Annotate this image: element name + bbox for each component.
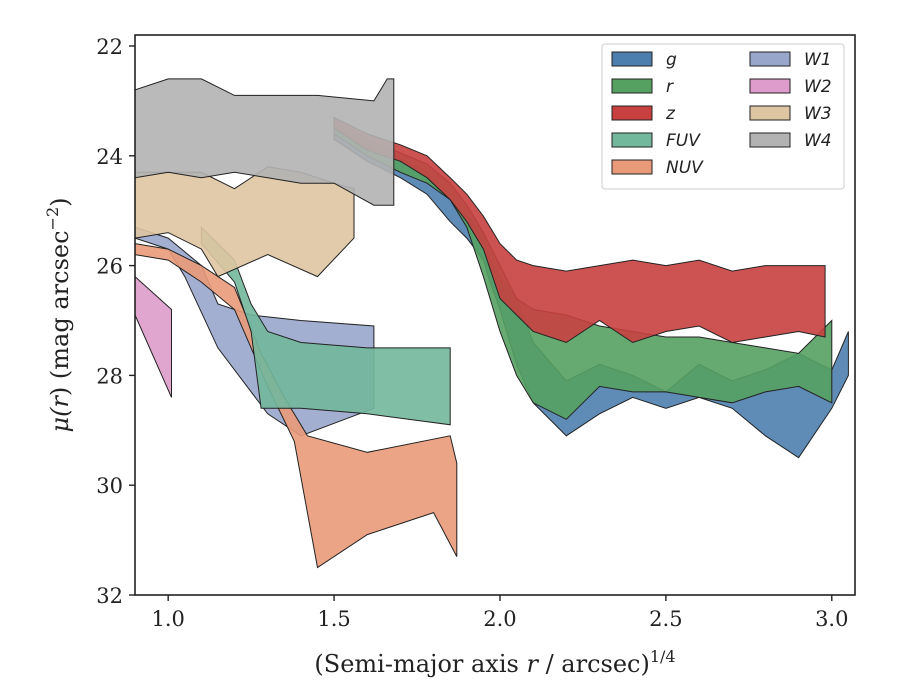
y-tick-label: 26: [96, 255, 123, 279]
legend: grz FUV NUV W1 W2 W3 W4: [602, 44, 844, 189]
x-tick-label: 2.5: [649, 607, 682, 631]
y-tick-label: 22: [96, 35, 123, 59]
x-axis-label: (Semi-major axis r / arcsec)1/4: [314, 647, 675, 678]
band-w2: [135, 277, 172, 398]
legend-swatch-w3: [750, 106, 790, 120]
legend-swatch-w1: [750, 52, 790, 66]
x-axis-ticks: 1.0 1.5 2.0 2.5 3.0: [151, 595, 848, 631]
legend-label-w3: W3: [804, 104, 832, 124]
legend-label-r: r: [666, 77, 674, 97]
surface-brightness-chart: 1.0 1.5 2.0 2.5 3.0 22 24 26 28 30 32 (Semi-major…: [0, 0, 900, 700]
y-axis-label: μ(r) (mag arcsec−2): [43, 197, 74, 432]
x-tick-label: 1.5: [317, 607, 350, 631]
legend-label-z: z: [665, 104, 676, 124]
y-tick-label: 32: [96, 584, 123, 608]
x-tick-label: 3.0: [815, 607, 848, 631]
legend-label-w1: W1: [804, 50, 832, 70]
legend-label-w4: W4: [804, 131, 832, 151]
y-tick-label: 30: [96, 474, 123, 498]
legend-swatch-g: [612, 52, 652, 66]
x-tick-label: 2.0: [483, 607, 516, 631]
legend-swatch-r: [612, 79, 652, 93]
y-tick-label: 24: [96, 145, 123, 169]
legend-swatch-nuv: [612, 160, 652, 174]
legend-swatch-z: [612, 106, 652, 120]
legend-label-g: g: [666, 50, 677, 70]
x-tick-label: 1.0: [151, 607, 184, 631]
legend-swatch-fuv: [612, 133, 652, 147]
legend-swatch-w4: [750, 133, 790, 147]
legend-label-nuv: NUV: [666, 158, 704, 178]
y-axis-ticks: 22 24 26 28 30 32: [96, 35, 135, 608]
y-tick-label: 28: [96, 364, 123, 388]
legend-label-w2: W2: [804, 77, 832, 97]
legend-swatch-w2: [750, 79, 790, 93]
legend-label-fuv: FUV: [666, 131, 701, 151]
